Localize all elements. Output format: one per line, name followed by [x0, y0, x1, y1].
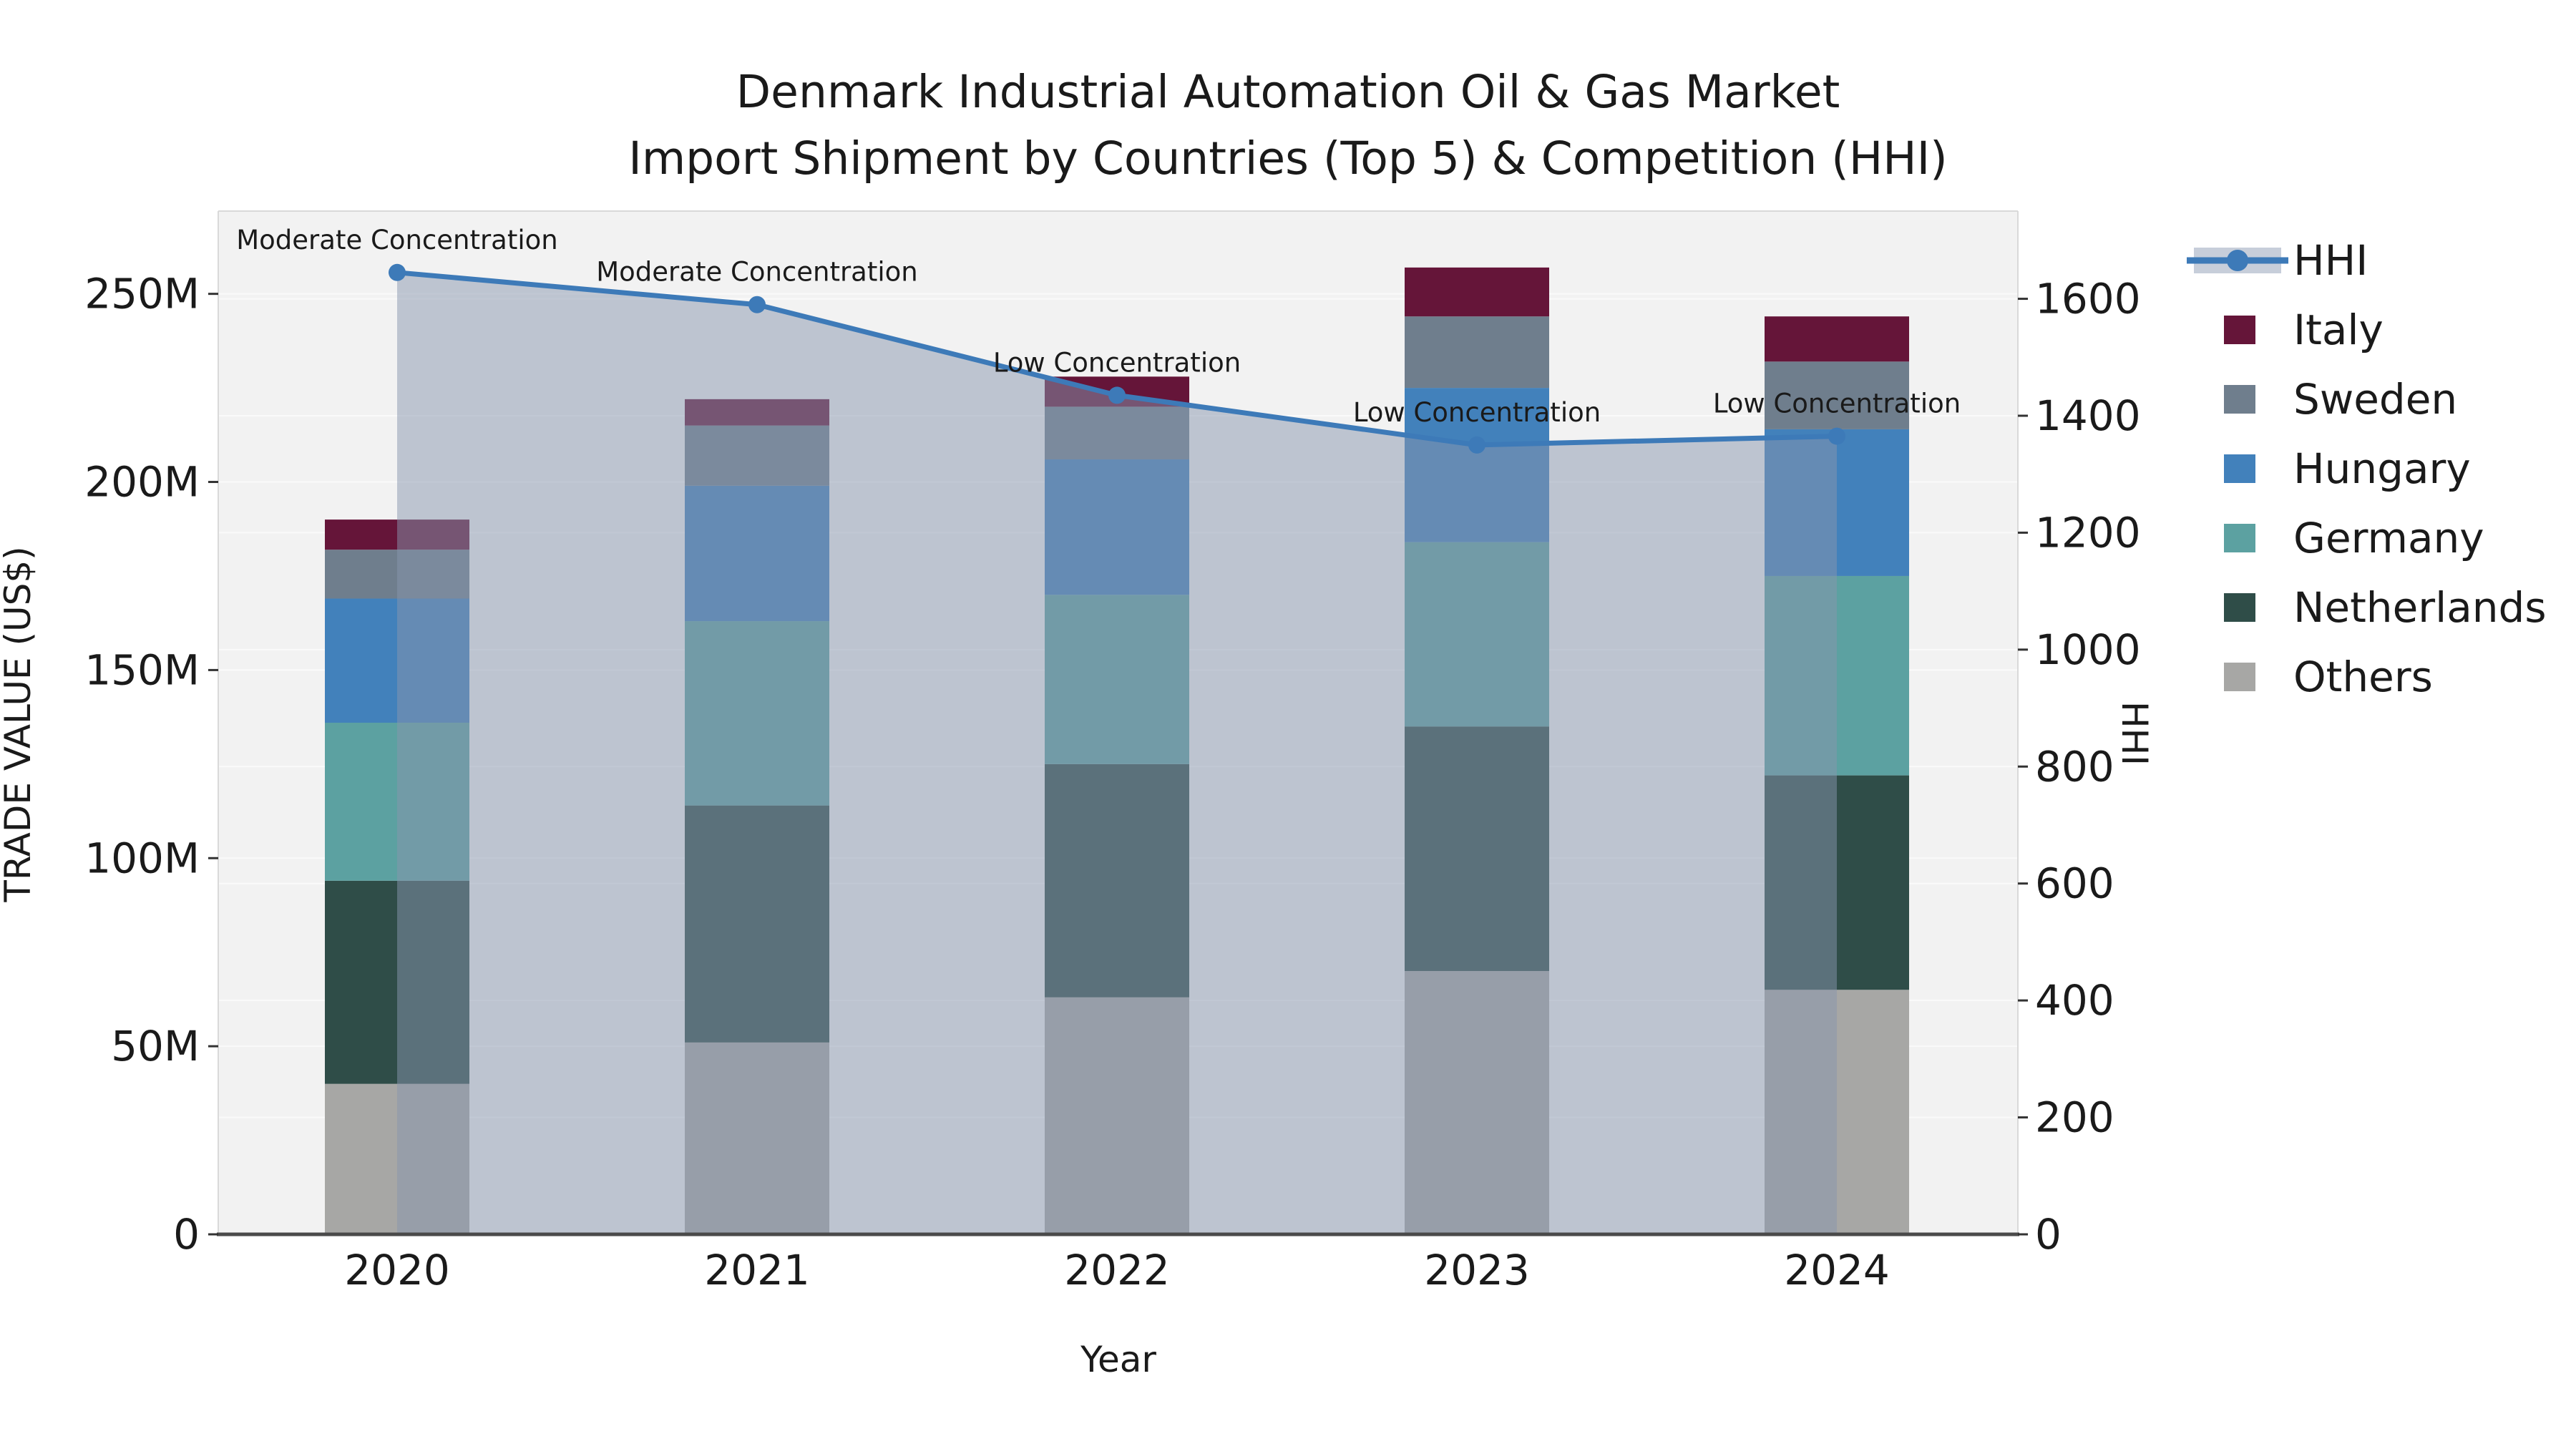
hhi-marker-2023 [1468, 436, 1485, 454]
legend-swatch-icon [2224, 593, 2255, 622]
y2-tick-label: 1000 [2035, 625, 2141, 674]
legend-swatch-icon [2224, 316, 2255, 344]
hhi-marker-2022 [1108, 386, 1126, 404]
legend-label: Netherlands [2293, 583, 2547, 632]
legend-item-others: Others [2224, 653, 2433, 701]
y2-tick-label: 1600 [2035, 275, 2141, 323]
hhi-marker-2024 [1828, 427, 1845, 445]
y2-tick-label: 800 [2035, 742, 2114, 791]
y-axis-label: TRADE VALUE (US$) [0, 546, 39, 902]
legend-hhi-marker-icon [2227, 250, 2248, 271]
hhi-area-polygon [397, 272, 1837, 1234]
legend-item-hhi: HHI [2187, 236, 2368, 285]
annotation-2022: Low Concentration [993, 347, 1241, 378]
legend-swatch-icon [2224, 663, 2255, 691]
y-tick-label: 150M [84, 645, 200, 694]
y-tick-label: 250M [84, 270, 200, 318]
y2-tick-label: 200 [2035, 1093, 2114, 1142]
y-tick-label: 50M [111, 1022, 200, 1070]
annotation-2024: Low Concentration [1713, 389, 1961, 419]
x-tick-label-2024: 2024 [1784, 1246, 1890, 1294]
legend-swatch-icon [2224, 524, 2255, 552]
hhi-line [389, 263, 1845, 454]
y2-tick-label: 0 [2035, 1210, 2062, 1259]
legend-label: Sweden [2293, 375, 2457, 424]
chart-title-line1: Denmark Industrial Automation Oil & Gas … [736, 66, 1840, 118]
y2-tick-label: 1400 [2035, 391, 2141, 440]
annotations: Moderate Concentration Moderate Concentra… [236, 225, 1961, 428]
x-tick-label-2020: 2020 [344, 1246, 450, 1294]
y-tick-label: 0 [173, 1210, 200, 1259]
y2-tick-label: 1200 [2035, 508, 2141, 557]
axis-spines [217, 210, 2019, 1236]
legend-label: Others [2293, 653, 2433, 701]
annotation-2020: Moderate Concentration [236, 225, 557, 255]
y2-tick-label: 400 [2035, 976, 2114, 1025]
legend-label: Italy [2293, 306, 2384, 354]
y-tick-label: 100M [84, 834, 200, 882]
legend-item-italy: Italy [2224, 306, 2384, 354]
legend-item-netherlands: Netherlands [2224, 583, 2547, 632]
x-tick-label-2021: 2021 [704, 1246, 810, 1294]
legend-label: HHI [2293, 236, 2368, 285]
bar-segment-2023-italy [1405, 267, 1549, 317]
legend-item-hungary: Hungary [2224, 444, 2471, 493]
legend-swatch-icon [2224, 454, 2255, 483]
bar-segment-2024-sweden [1765, 361, 1909, 429]
legend-label: Germany [2293, 514, 2484, 562]
annotation-2023: Low Concentration [1353, 397, 1601, 428]
x-tick-label-2023: 2023 [1424, 1246, 1530, 1294]
legend-item-sweden: Sweden [2224, 375, 2457, 424]
y-tick-label: 200M [84, 458, 200, 507]
x-tick-label-2022: 2022 [1064, 1246, 1170, 1294]
y2-axis-label: HHI [2114, 701, 2155, 766]
legend-swatch-icon [2224, 385, 2255, 414]
tick-marks [208, 293, 2028, 1236]
tick-labels: 0 50M 100M 150M 200M 250M 0 200 400 600 800 1000 120… [84, 270, 2140, 1294]
annotation-2021: Moderate Concentration [596, 257, 917, 288]
hhi-marker-2020 [389, 263, 406, 281]
legend: HHI Italy Sweden Hungary Germany Netherlands O… [2187, 236, 2547, 701]
chart-title-line2: Import Shipment by Countries (Top 5) & C… [628, 132, 1948, 185]
bar-segment-2024-italy [1765, 316, 1909, 362]
hhi-area-fill [397, 272, 1837, 1234]
legend-item-germany: Germany [2224, 514, 2484, 562]
y2-tick-label: 600 [2035, 859, 2114, 908]
bar-segment-2023-sweden [1405, 316, 1549, 389]
x-axis-label: Year [1080, 1339, 1156, 1380]
legend-label: Hungary [2293, 444, 2471, 493]
hhi-marker-2021 [748, 296, 766, 313]
